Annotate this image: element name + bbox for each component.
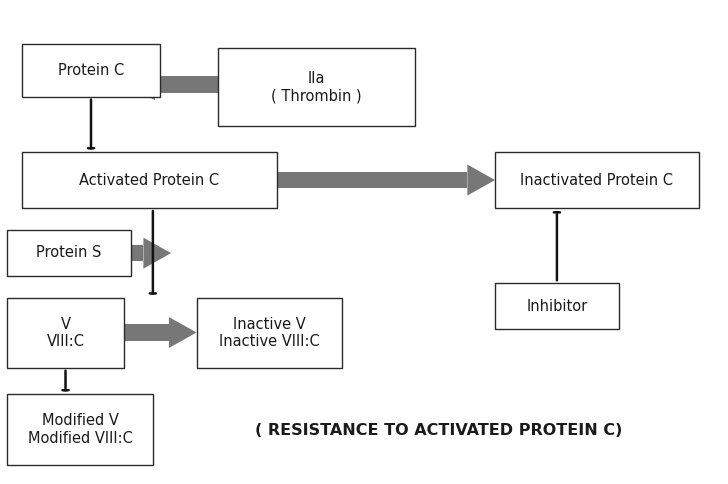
FancyBboxPatch shape — [7, 298, 124, 368]
Text: ( RESISTANCE TO ACTIVATED PROTEIN C): ( RESISTANCE TO ACTIVATED PROTEIN C) — [255, 424, 622, 438]
Text: IIa
( Thrombin ): IIa ( Thrombin ) — [272, 71, 362, 103]
Polygon shape — [127, 69, 155, 100]
Text: Inhibitor: Inhibitor — [526, 299, 587, 314]
FancyBboxPatch shape — [495, 283, 619, 329]
Text: Protein C: Protein C — [58, 63, 124, 77]
FancyBboxPatch shape — [495, 152, 699, 208]
Text: V
VIII:C: V VIII:C — [47, 317, 84, 349]
Polygon shape — [169, 317, 197, 348]
Text: Protein S: Protein S — [36, 245, 102, 260]
Polygon shape — [155, 76, 218, 93]
FancyBboxPatch shape — [7, 394, 153, 465]
FancyBboxPatch shape — [218, 48, 415, 126]
Polygon shape — [143, 238, 171, 269]
Polygon shape — [124, 324, 169, 341]
Polygon shape — [467, 165, 495, 196]
Text: Inactive V
Inactive VIII:C: Inactive V Inactive VIII:C — [219, 317, 320, 349]
FancyBboxPatch shape — [197, 298, 342, 368]
Text: Activated Protein C: Activated Protein C — [79, 173, 219, 188]
Text: Modified V
Modified VIII:C: Modified V Modified VIII:C — [28, 413, 132, 446]
Polygon shape — [131, 245, 143, 261]
FancyBboxPatch shape — [7, 230, 131, 276]
FancyBboxPatch shape — [22, 152, 277, 208]
Text: Inactivated Protein C: Inactivated Protein C — [521, 173, 673, 188]
Polygon shape — [277, 172, 467, 188]
FancyBboxPatch shape — [22, 44, 160, 97]
